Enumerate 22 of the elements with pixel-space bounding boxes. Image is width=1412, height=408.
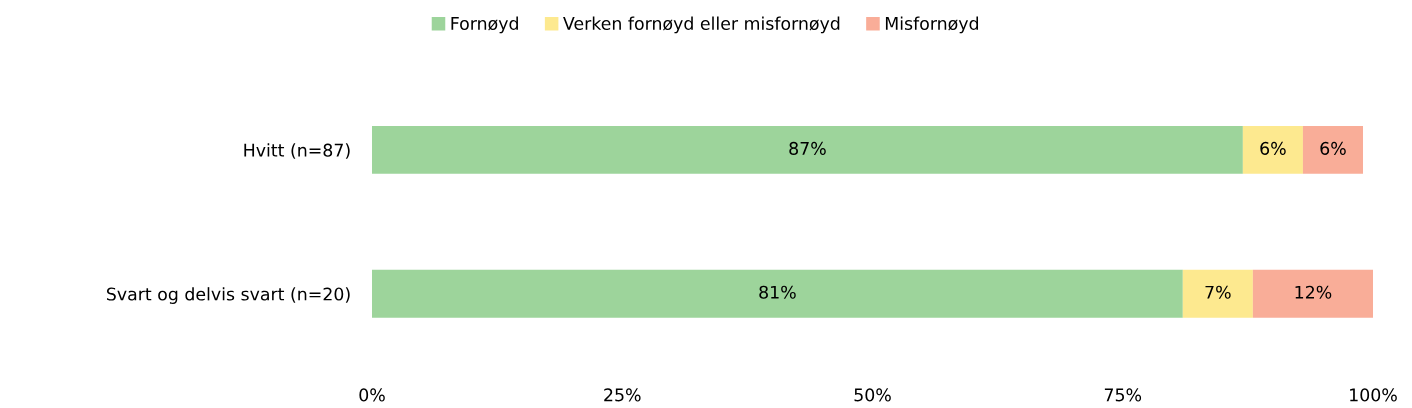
x-tick-label: 25%: [604, 388, 641, 402]
data-label: 81%: [759, 285, 796, 299]
data-label: 7%: [1205, 285, 1231, 299]
bar: [372, 125, 1243, 174]
bar: [1182, 269, 1253, 318]
y-tick-label: Svart og delvis svart (n=20): [106, 287, 350, 304]
data-label: 87%: [789, 141, 826, 155]
legend-label: Verken fornøyd eller misfornøyd: [563, 16, 840, 34]
legend-label: Fornøyd: [451, 16, 518, 34]
y-tick-label: Hvitt (n=87): [244, 143, 350, 159]
legend-label: Misfornøyd: [885, 16, 978, 34]
x-tick-label: 0%: [359, 388, 385, 402]
x-tick-label: 100%: [1350, 388, 1397, 402]
bar: [1252, 269, 1373, 318]
bar: [1242, 125, 1303, 174]
data-label: 6%: [1320, 141, 1346, 155]
x-tick-label: 75%: [1104, 388, 1142, 402]
x-tick-label: 50%: [854, 388, 891, 402]
data-label: 6%: [1260, 141, 1286, 155]
bar: [1302, 125, 1363, 174]
bar: [372, 269, 1183, 318]
data-label: 12%: [1295, 285, 1332, 299]
